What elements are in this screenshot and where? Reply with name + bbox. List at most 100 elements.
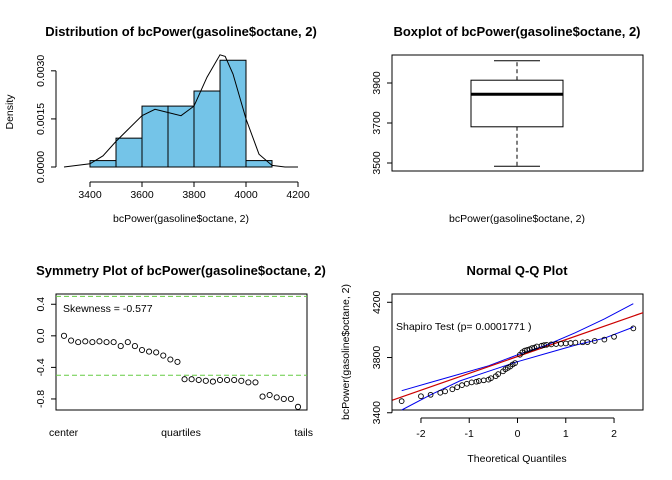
- x-tick-label: 4000: [234, 189, 258, 201]
- qq-point: [572, 339, 579, 346]
- y-tick-label: 0.0030: [35, 55, 47, 87]
- symmetry-x-labels: center quartiles tails: [49, 427, 313, 439]
- qq-point: [558, 340, 564, 347]
- symmetry-point: [202, 377, 209, 384]
- qq-reference-line: [391, 312, 644, 401]
- symmetry-point: [252, 379, 259, 386]
- histogram-bar: [193, 90, 221, 168]
- qq-points: [398, 325, 637, 405]
- density-curve: [63, 54, 298, 168]
- qq-point: [529, 345, 535, 351]
- symmetry-point: [287, 395, 294, 403]
- y-tick-label: 4200: [371, 290, 383, 314]
- histogram-panel: Distribution of bcPower(gasoline$octane,…: [4, 24, 317, 225]
- confidence-band-lower: [401, 326, 634, 411]
- qq-x-axis: -2 -1 0 1 2: [416, 417, 617, 440]
- qq-point: [480, 377, 487, 384]
- x-category-label: center: [49, 427, 79, 439]
- qq-point: [463, 380, 470, 387]
- symmetry-points: [60, 332, 302, 410]
- symmetry-point: [124, 339, 131, 346]
- qq-point: [601, 336, 608, 343]
- x-tick-label: 3800: [182, 189, 206, 201]
- boxplot-panel: Boxplot of bcPower(gasoline$octane, 2) 3…: [371, 24, 644, 225]
- x-category-label: tails: [294, 427, 313, 439]
- qq-point: [524, 347, 531, 353]
- symmetry-point: [266, 391, 273, 399]
- x-tick-label: -1: [465, 428, 474, 440]
- symmetry-point: [96, 338, 103, 345]
- histogram-y-axis: 0.0000 0.0015 0.0030: [35, 55, 57, 183]
- symmetry-point: [280, 395, 287, 403]
- boxplot-box: [470, 60, 564, 167]
- qq-point: [437, 389, 444, 396]
- symmetry-point: [103, 339, 110, 346]
- x-category-label: quartiles: [161, 427, 201, 439]
- qq-point: [398, 398, 405, 405]
- qq-x-label: Theoretical Quantiles: [467, 453, 566, 465]
- boxplot-title: Boxplot of bcPower(gasoline$octane, 2): [393, 24, 640, 39]
- x-tick-label: -2: [416, 428, 425, 440]
- qq-point: [567, 340, 574, 346]
- symmetry-point: [146, 348, 153, 355]
- qq-point: [584, 339, 591, 345]
- skewness-annotation: Skewness = -0.577: [63, 303, 153, 315]
- symmetry-point: [82, 338, 89, 345]
- symmetry-point: [209, 378, 216, 385]
- y-tick-label: 0.4: [35, 297, 47, 312]
- symmetry-point: [174, 358, 181, 365]
- x-tick-label: 3600: [130, 189, 154, 201]
- y-tick-label: 3800: [371, 346, 383, 370]
- y-tick-label: 0.0000: [35, 151, 47, 183]
- symmetry-reference-lines: [56, 295, 307, 376]
- histogram-bar: [219, 59, 247, 168]
- qq-y-axis: 3400 3800 4200: [371, 290, 393, 424]
- y-tick-label: 0.0015: [35, 103, 47, 135]
- histogram-x-axis: 3400 3600 3800 4000 4200: [78, 181, 310, 201]
- y-tick-label: 0.0: [35, 328, 47, 343]
- qq-point: [427, 391, 434, 398]
- symmetry-point: [110, 339, 117, 346]
- qq-title: Normal Q-Q Plot: [466, 263, 568, 278]
- x-tick-label: 4200: [286, 189, 310, 201]
- symmetry-point: [188, 376, 195, 383]
- y-tick-label: -0.8: [35, 390, 47, 408]
- histogram-x-label: bcPower(gasoline$octane, 2): [113, 213, 249, 225]
- boxplot-y-axis: 3500 3700 3900: [371, 71, 393, 175]
- confidence-band-upper: [401, 303, 634, 392]
- symmetry-title: Symmetry Plot of bcPower(gasoline$octane…: [36, 263, 326, 278]
- symmetry-panel: Symmetry Plot of bcPower(gasoline$octane…: [35, 263, 326, 439]
- qq-point: [449, 386, 456, 393]
- qq-point: [495, 371, 502, 377]
- qq-panel: Normal Q-Q Plot -2 -1 0 1 2 3400 3800 4200 Sha…: [340, 263, 644, 465]
- qq-point: [418, 393, 424, 400]
- qq-point: [454, 384, 461, 391]
- symmetry-point: [273, 394, 280, 401]
- x-tick-label: 2: [611, 428, 617, 440]
- symmetry-point: [68, 337, 75, 344]
- qq-point: [630, 325, 637, 332]
- histogram-bar: [115, 137, 143, 168]
- x-tick-label: 0: [515, 428, 521, 440]
- symmetry-point: [238, 377, 245, 384]
- symmetry-point: [216, 376, 224, 384]
- iqr-box: [470, 79, 564, 128]
- symmetry-point: [75, 339, 82, 346]
- qq-point: [468, 379, 475, 386]
- symmetry-y-axis: 0.4 0.0 -0.4 -0.8: [35, 297, 56, 408]
- symmetry-point: [60, 332, 68, 339]
- qq-point: [512, 360, 518, 366]
- x-tick-label: 3400: [78, 189, 102, 201]
- symmetry-point: [224, 376, 231, 384]
- histogram-bar: [141, 105, 169, 168]
- qq-point: [562, 340, 569, 347]
- symmetry-point: [231, 376, 238, 384]
- histogram-y-label: Density: [4, 94, 16, 130]
- y-tick-label: -0.4: [35, 358, 47, 376]
- symmetry-point: [131, 343, 138, 350]
- symmetry-point: [181, 376, 188, 383]
- symmetry-point: [167, 356, 174, 363]
- symmetry-point: [294, 403, 302, 410]
- shapiro-annotation: Shapiro Test (p= 0.0001771 ): [396, 321, 532, 333]
